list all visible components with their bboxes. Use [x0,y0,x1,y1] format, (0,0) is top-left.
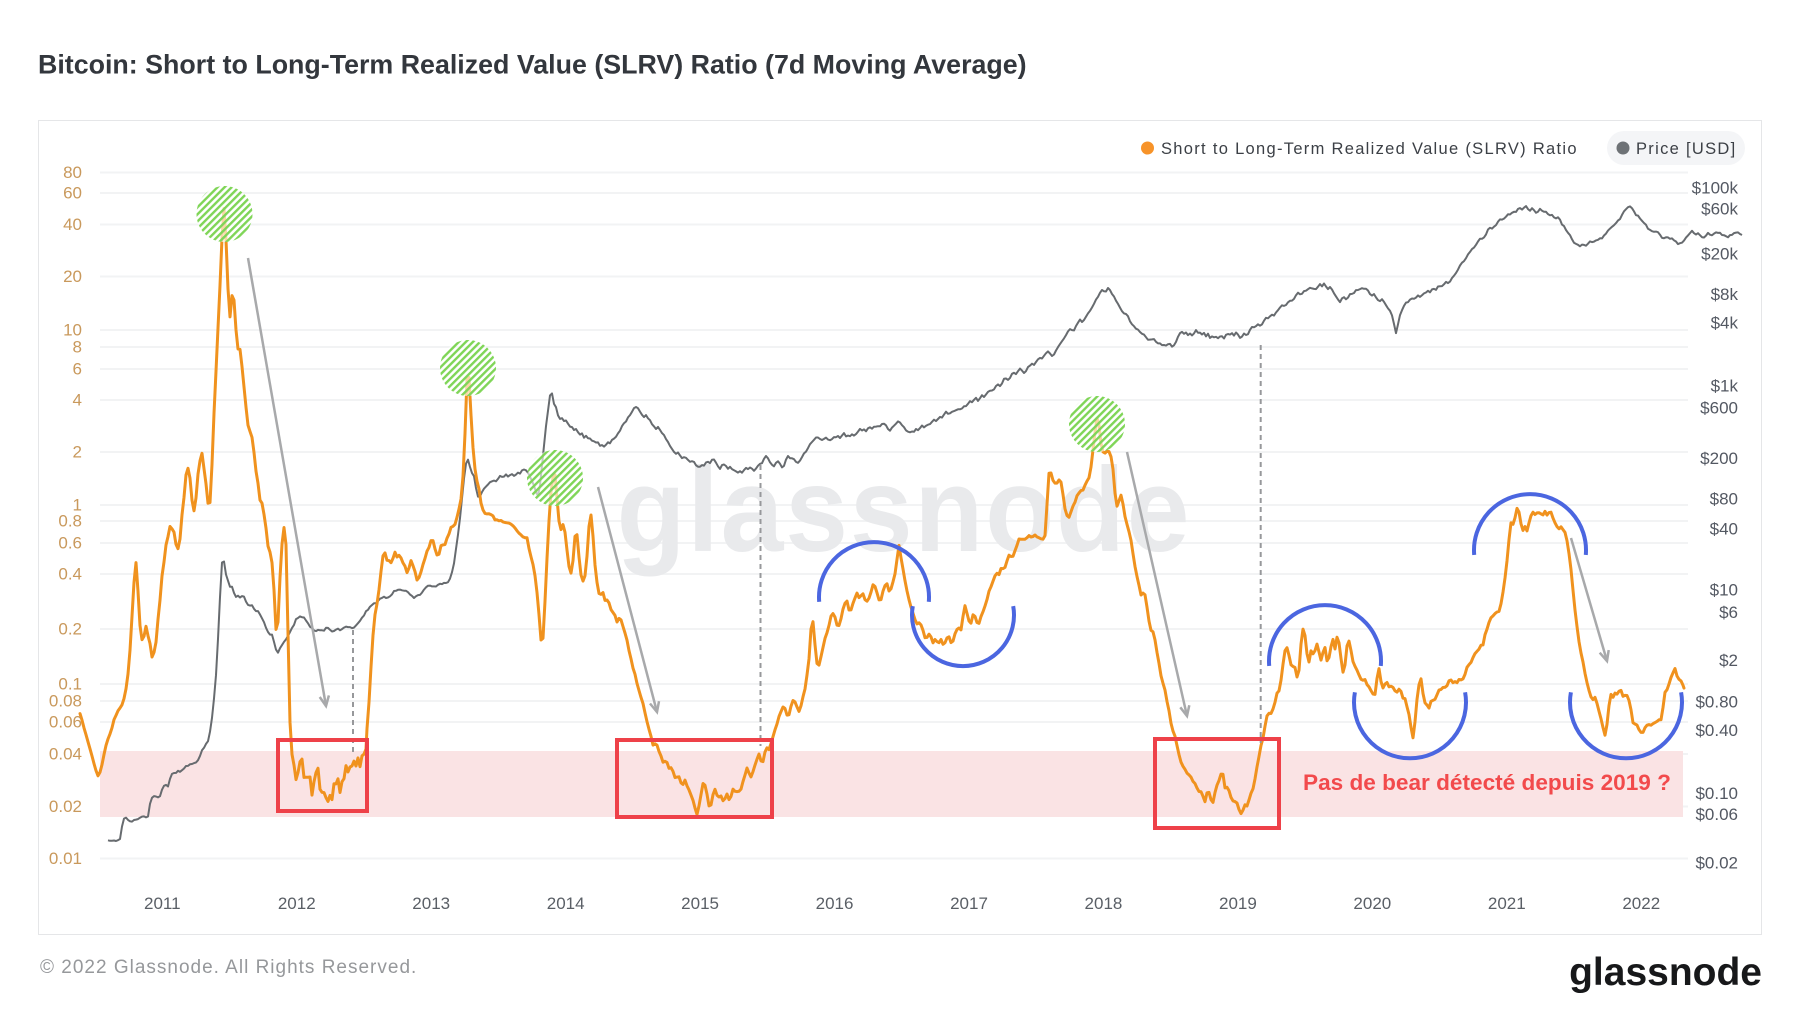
svg-text:$40: $40 [1710,520,1738,539]
svg-text:2012: 2012 [278,894,316,913]
svg-text:0.02: 0.02 [49,797,82,816]
svg-text:10: 10 [63,321,82,340]
svg-text:0.1: 0.1 [58,675,82,694]
svg-text:80: 80 [63,163,82,182]
svg-text:0.8: 0.8 [58,512,82,531]
svg-text:Price [USD]: Price [USD] [1636,140,1736,158]
svg-text:2020: 2020 [1353,894,1391,913]
svg-text:2014: 2014 [547,894,585,913]
svg-text:2019: 2019 [1219,894,1257,913]
svg-text:$20k: $20k [1701,245,1738,264]
svg-text:$80: $80 [1710,490,1738,509]
svg-text:$60k: $60k [1701,200,1738,219]
svg-text:2: 2 [73,443,82,462]
svg-text:40: 40 [63,215,82,234]
svg-text:Bitcoin: Short to Long-Term Re: Bitcoin: Short to Long-Term Realized Val… [38,50,1027,80]
svg-text:0.06: 0.06 [49,713,82,732]
svg-text:$4k: $4k [1711,314,1739,333]
svg-text:© 2022 Glassnode. All Rights R: © 2022 Glassnode. All Rights Reserved. [40,957,417,978]
svg-text:0.04: 0.04 [49,745,82,764]
svg-text:20: 20 [63,267,82,286]
svg-text:$10: $10 [1710,581,1738,600]
svg-text:Pas de bear détecté depuis 201: Pas de bear détecté depuis 2019 ? [1303,770,1671,795]
svg-text:glassnode: glassnode [617,443,1192,577]
svg-text:$0.10: $0.10 [1695,784,1738,803]
svg-text:8: 8 [73,338,82,357]
svg-text:$0.06: $0.06 [1695,805,1738,824]
svg-text:$0.40: $0.40 [1695,721,1738,740]
svg-text:2013: 2013 [412,894,450,913]
svg-text:0.08: 0.08 [49,692,82,711]
svg-text:Short to Long-Term Realized Va: Short to Long-Term Realized Value (SLRV)… [1161,140,1578,158]
svg-text:2022: 2022 [1622,894,1660,913]
svg-text:glassnode: glassnode [1569,951,1762,994]
svg-text:$0.02: $0.02 [1695,854,1738,873]
svg-text:0.6: 0.6 [58,534,82,553]
svg-text:$1k: $1k [1711,377,1739,396]
svg-text:$2: $2 [1719,651,1738,670]
svg-text:0.2: 0.2 [58,620,82,639]
svg-text:6: 6 [73,360,82,379]
svg-text:$100k: $100k [1692,179,1739,198]
svg-text:0.4: 0.4 [58,565,82,584]
svg-text:$200: $200 [1700,449,1738,468]
svg-text:2021: 2021 [1488,894,1526,913]
svg-text:$8k: $8k [1711,285,1739,304]
svg-text:2011: 2011 [144,894,181,913]
svg-text:2017: 2017 [950,894,988,913]
svg-text:1: 1 [73,496,82,515]
svg-text:$600: $600 [1700,399,1738,418]
svg-text:2015: 2015 [681,894,719,913]
svg-text:2018: 2018 [1085,894,1123,913]
svg-text:4: 4 [73,391,82,410]
svg-text:2016: 2016 [816,894,854,913]
svg-text:60: 60 [63,184,82,203]
svg-text:$6: $6 [1719,603,1738,622]
svg-text:0.01: 0.01 [49,849,82,868]
svg-text:$0.80: $0.80 [1695,693,1738,712]
